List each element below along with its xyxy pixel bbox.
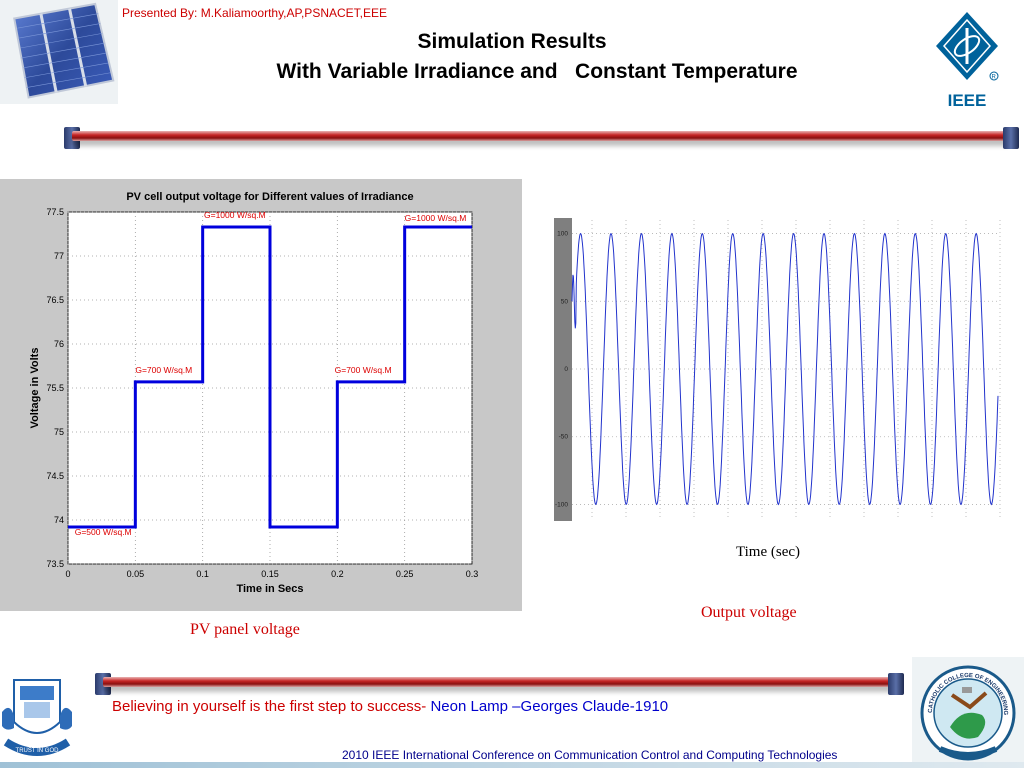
x-tick-label: 0.25 — [396, 569, 414, 579]
y-tick-label: 77 — [54, 251, 64, 261]
output-voltage-xlabel: Time (sec) — [736, 544, 801, 560]
solar-cell-image — [0, 0, 118, 104]
y-tick-label: 74 — [54, 515, 64, 525]
top-divider — [72, 131, 1008, 141]
y-tick-label: -50 — [559, 434, 569, 441]
x-tick-label: 0.3 — [466, 569, 479, 579]
bottom-accent-strip — [0, 762, 1024, 768]
ieee-logo: R IEEE — [934, 10, 1000, 110]
ieee-logo-text: IEEE — [948, 91, 987, 110]
bottom-divider — [103, 677, 893, 687]
y-axis-label: Voltage in Volts — [29, 348, 41, 429]
output-voltage-caption: Output voltage — [701, 604, 797, 621]
irradiance-annotation: G=500 W/sq.M — [75, 527, 132, 537]
slide-subtitle: With Variable Irradiance and Constant Te… — [276, 60, 798, 83]
quote-text: Believing in yourself is the first step … — [112, 698, 431, 715]
y-tick-label: 74.5 — [46, 471, 64, 481]
conference-name: 2010 IEEE International Conference on Co… — [342, 748, 838, 762]
irradiance-annotation: G=700 W/sq.M — [335, 365, 392, 375]
output-voltage-axis-strip — [554, 218, 572, 521]
irradiance-annotation: G=1000 W/sq.M — [204, 210, 266, 220]
motivational-quote: Believing in yourself is the first step … — [112, 698, 668, 715]
quote-attribution: Neon Lamp –Georges Claude-1910 — [430, 698, 669, 715]
y-tick-label: 73.5 — [46, 559, 64, 569]
bottom-rule-right-cap — [888, 673, 904, 695]
catholic-college-logo: CATHOLIC COLLEGE OF ENGINEERING — [912, 657, 1024, 768]
x-tick-label: 0 — [65, 569, 70, 579]
irradiance-annotation: G=700 W/sq.M — [135, 365, 192, 375]
pv-voltage-chart: 0 0.05 0.1 0.15 0.2 0.25 0.3 77.5 77 76.5 76 75.5 75… — [29, 191, 479, 595]
x-axis-label: Time in Secs — [236, 583, 303, 595]
psna-college-logo: TRUST IN GOD — [0, 672, 74, 764]
x-tick-label: 0.05 — [127, 569, 145, 579]
x-tick-label: 0.15 — [261, 569, 279, 579]
y-tick-label: -100 — [555, 501, 568, 508]
psna-motto: TRUST IN GOD — [16, 748, 60, 754]
y-tick-label: 76 — [54, 339, 64, 349]
chart-title: PV cell output voltage for Different val… — [126, 191, 413, 203]
irradiance-annotation: G=1000 W/sq.M — [405, 213, 467, 223]
x-tick-label: 0.1 — [196, 569, 209, 579]
x-tick-label: 0.2 — [331, 569, 344, 579]
y-tick-label: 75 — [54, 427, 64, 437]
svg-text:R: R — [992, 75, 997, 81]
y-tick-label: 50 — [561, 298, 569, 305]
output-voltage-wave — [571, 232, 999, 506]
voltage-series-line — [68, 225, 472, 529]
y-tick-label: 76.5 — [46, 295, 64, 305]
top-rule-right-cap — [1003, 127, 1019, 149]
presenter-credit: Presented By: M.Kaliamoorthy,AP,PSNACET,… — [122, 6, 388, 20]
y-tick-label: 100 — [557, 231, 568, 238]
y-tick-label: 77.5 — [46, 207, 64, 217]
y-tick-label: 75.5 — [46, 383, 64, 393]
y-tick-label: 0 — [564, 366, 568, 373]
pv-voltage-caption: PV panel voltage — [190, 621, 300, 638]
output-voltage-chart: 100 50 0 -50 -100 — [555, 220, 1001, 518]
slide-title: Simulation Results — [417, 30, 607, 53]
